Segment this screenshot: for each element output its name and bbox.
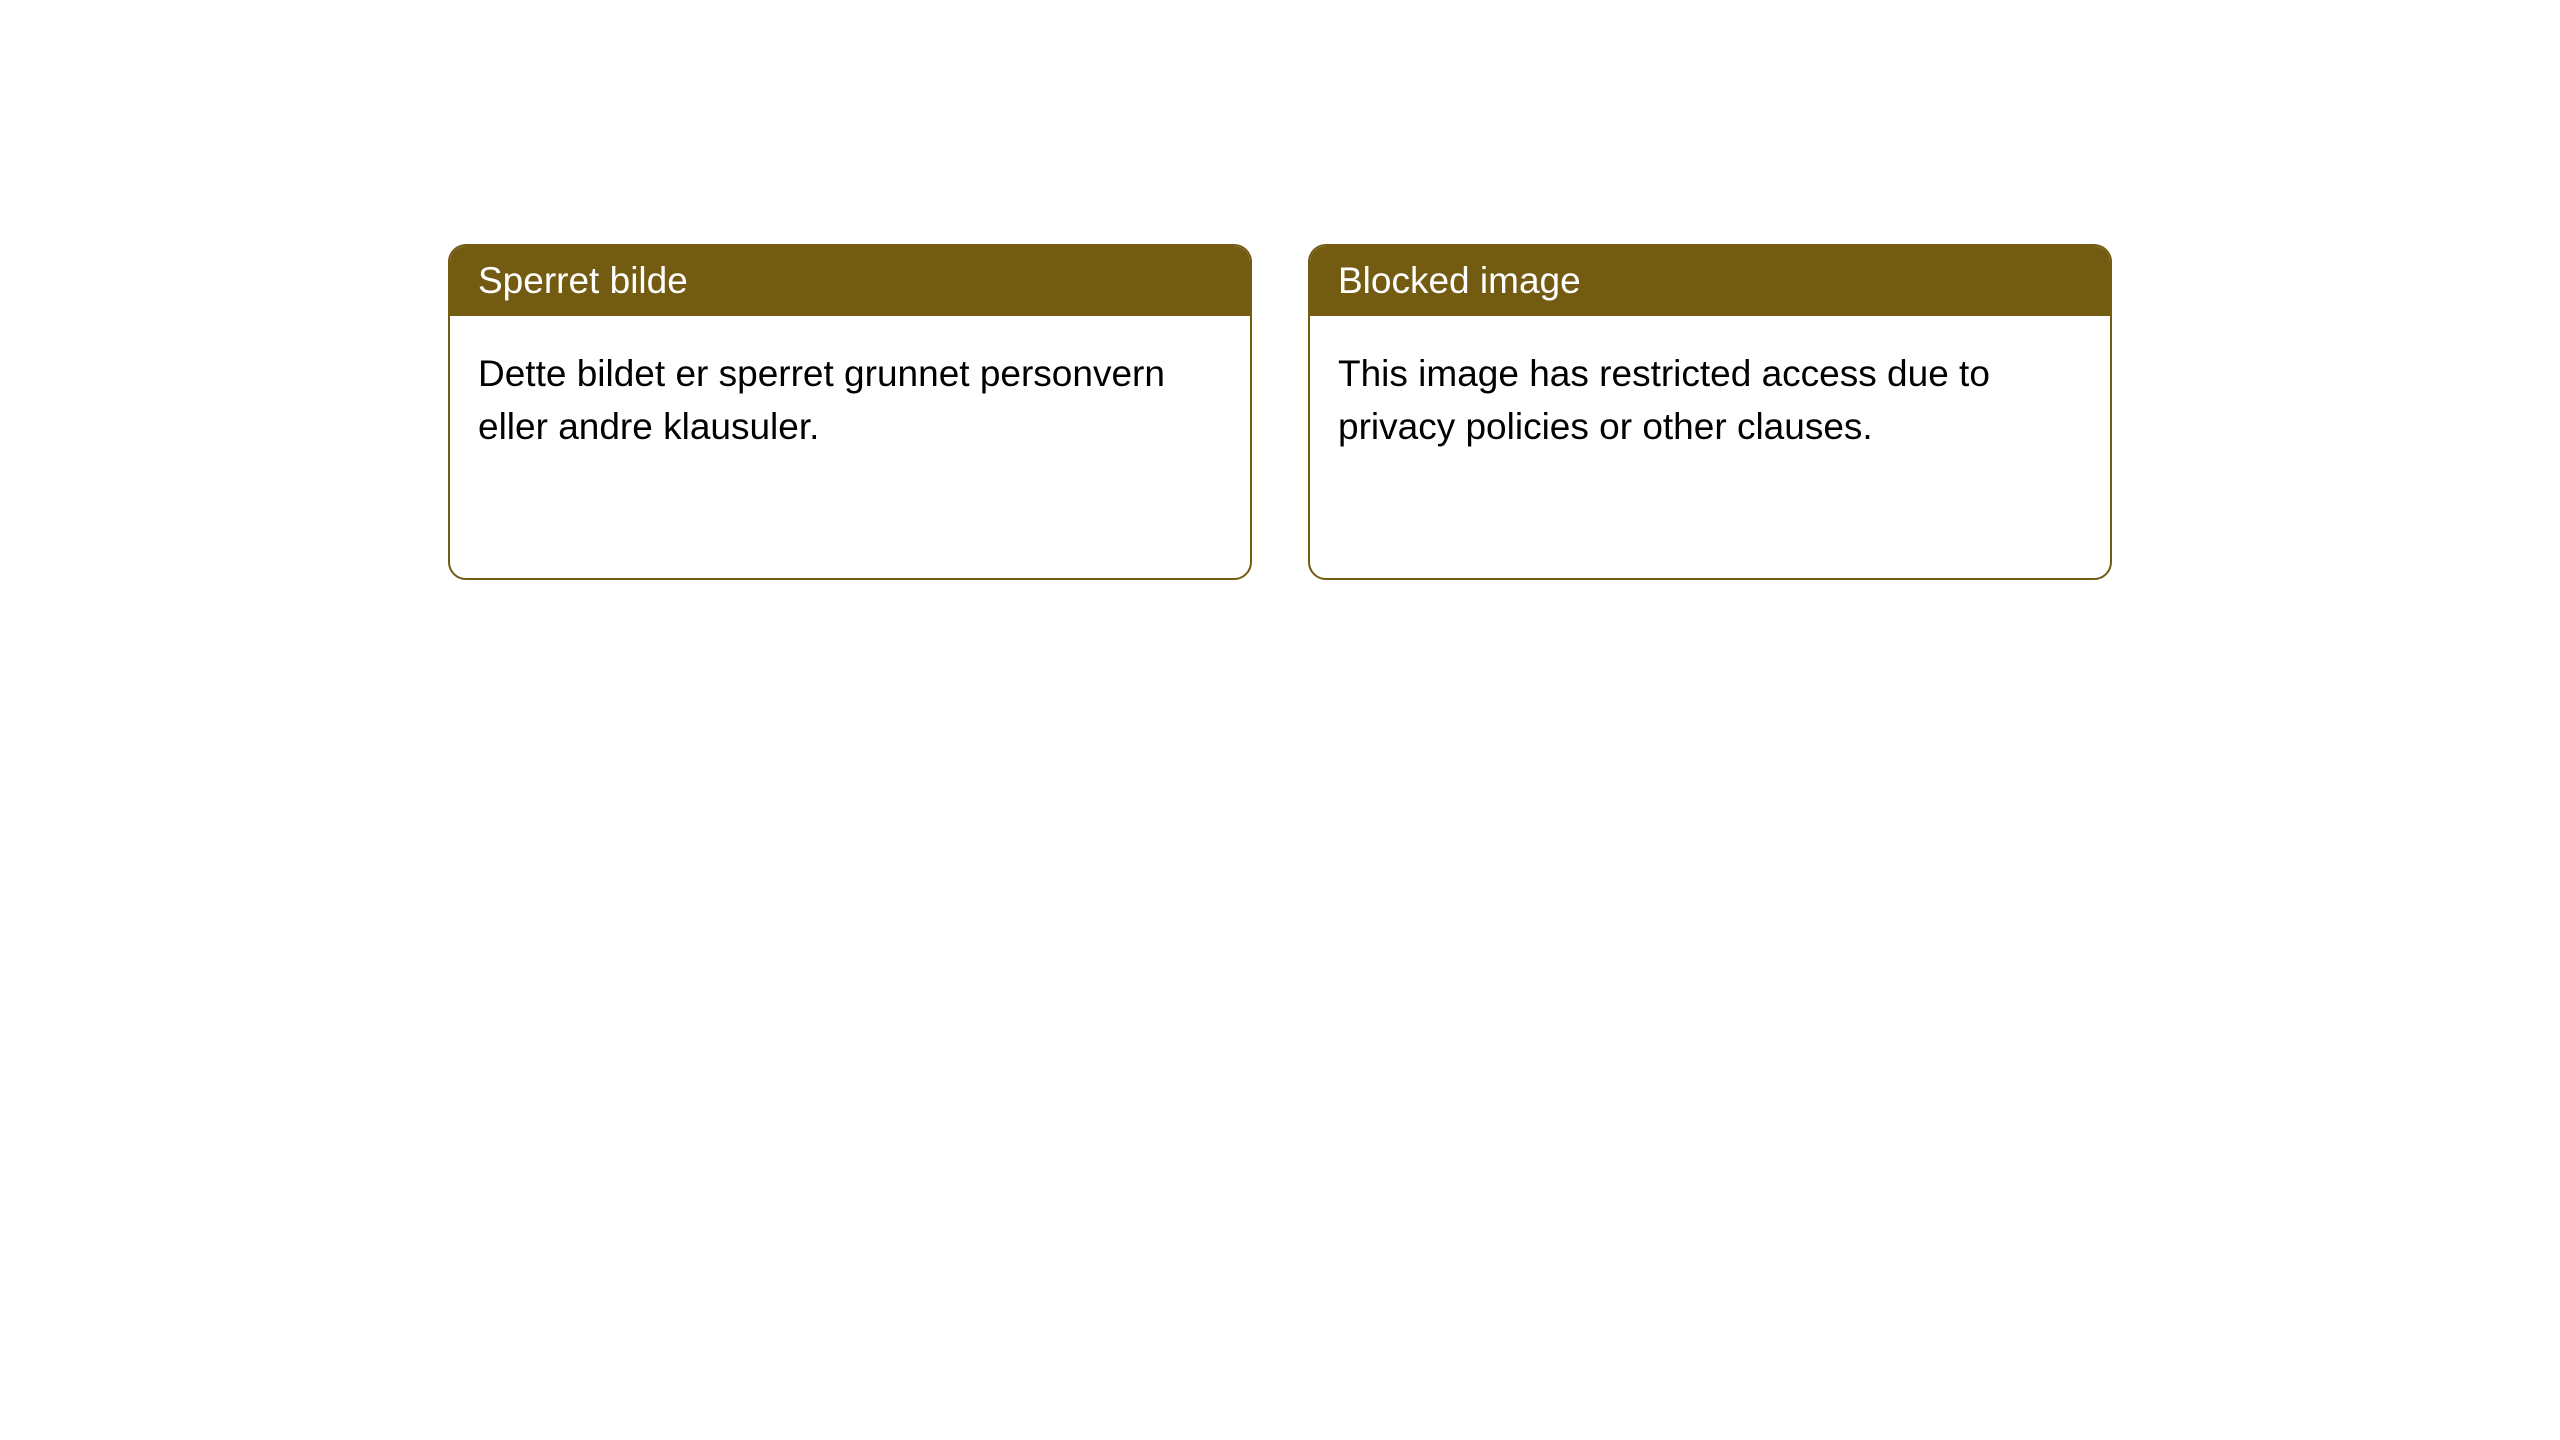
notice-card-norwegian: Sperret bilde Dette bildet er sperret gr… — [448, 244, 1252, 580]
card-title: Blocked image — [1338, 260, 1581, 301]
card-body-text: Dette bildet er sperret grunnet personve… — [478, 353, 1165, 447]
card-body-text: This image has restricted access due to … — [1338, 353, 1990, 447]
card-body: This image has restricted access due to … — [1310, 316, 2110, 485]
card-header: Sperret bilde — [450, 246, 1250, 316]
notice-card-english: Blocked image This image has restricted … — [1308, 244, 2112, 580]
card-title: Sperret bilde — [478, 260, 688, 301]
card-header: Blocked image — [1310, 246, 2110, 316]
notice-card-container: Sperret bilde Dette bildet er sperret gr… — [0, 0, 2560, 580]
card-body: Dette bildet er sperret grunnet personve… — [450, 316, 1250, 485]
